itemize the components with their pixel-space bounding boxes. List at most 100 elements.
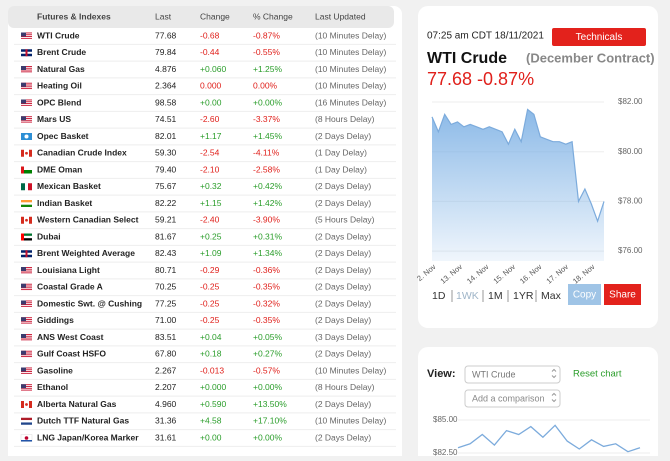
flag: [21, 82, 26, 87]
flag: [21, 283, 26, 288]
instrument-select-text[interactable]: WTI Crude: [472, 369, 516, 379]
row-last: 59.30: [155, 148, 177, 158]
row-name[interactable]: Gasoline: [37, 365, 73, 375]
row-name[interactable]: Indian Basket: [37, 198, 92, 208]
flag: [21, 235, 32, 239]
flag: [21, 84, 32, 86]
row-name[interactable]: Mexican Basket: [37, 181, 101, 191]
row-change-pct: -2.58%: [253, 164, 280, 174]
flag: [21, 417, 32, 421]
flag: [21, 440, 32, 442]
share-button[interactable]: [604, 284, 641, 305]
comparison-select-text[interactable]: Add a comparison: [472, 393, 545, 403]
row-name[interactable]: Gulf Coast HSFO: [37, 349, 106, 359]
flag: [21, 216, 24, 224]
flag: [21, 118, 32, 119]
range-button[interactable]: Max: [541, 290, 562, 302]
flag: [21, 32, 32, 40]
flag: [21, 149, 24, 157]
flag: [21, 322, 32, 324]
row-change: +0.060: [200, 64, 227, 74]
y-tick-label: $76.00: [618, 246, 643, 255]
flag: [21, 272, 32, 274]
row-name[interactable]: Coastal Grade A: [37, 282, 103, 292]
row-last: 2.267: [155, 365, 177, 375]
flag: [25, 218, 28, 222]
row-updated: (10 Minutes Delay): [315, 47, 387, 57]
copy-label[interactable]: Copy: [573, 290, 596, 301]
flag: [21, 304, 32, 305]
row-name[interactable]: Giddings: [37, 315, 74, 325]
row-name[interactable]: Ethanol: [37, 382, 68, 392]
price-line: [431, 108, 605, 224]
flag: [21, 66, 32, 73]
share-label[interactable]: Share: [609, 290, 636, 301]
row-name[interactable]: Opec Basket: [37, 131, 89, 141]
row-change-pct: -0.35%: [253, 315, 280, 325]
row-last: 31.61: [155, 432, 177, 442]
row-name[interactable]: Mars US: [37, 114, 71, 124]
flag: [21, 300, 32, 308]
row-name[interactable]: Brent Weighted Average: [37, 248, 135, 258]
row-change: -2.60: [200, 114, 220, 124]
flag: [21, 36, 32, 37]
row-updated: (10 Minutes Delay): [315, 81, 387, 91]
row-name[interactable]: OPC Blend: [37, 97, 81, 107]
row-change: -2.10: [200, 164, 220, 174]
instrument-select[interactable]: [464, 365, 561, 384]
row-change-pct: -4.11%: [253, 148, 280, 158]
range-button[interactable]: 1YR: [513, 290, 534, 302]
reset-chart-link[interactable]: Reset chart: [573, 369, 622, 380]
flag: [21, 350, 26, 355]
range-button[interactable]: 1M: [488, 290, 503, 302]
flag: [21, 350, 32, 352]
flag: [21, 386, 32, 387]
row-name[interactable]: Natural Gas: [37, 64, 85, 74]
range-button[interactable]: 1WK: [456, 290, 479, 302]
row-updated: (2 Days Delay): [315, 231, 371, 241]
technicals-button[interactable]: [552, 28, 646, 46]
row-name[interactable]: DME Oman: [37, 164, 82, 174]
column-header: Last: [155, 11, 172, 21]
row-name[interactable]: Dubai: [37, 231, 61, 241]
row-name[interactable]: Alberta Natural Gas: [37, 399, 117, 409]
flag: [21, 119, 32, 121]
price-area: [432, 109, 604, 261]
flag: [21, 337, 32, 339]
row-updated: (2 Days Delay): [315, 298, 371, 308]
row-change: +1.09: [200, 248, 222, 258]
row-name[interactable]: Domestic Swt. @ Cushing: [37, 298, 142, 308]
row-name[interactable]: Louisiana Light: [37, 265, 100, 275]
technicals-label[interactable]: Technicals: [576, 32, 623, 43]
row-last: 4.876: [155, 64, 177, 74]
flag: [21, 422, 32, 425]
view-label: View:: [427, 368, 456, 380]
quote-price: 77.68 -0.87%: [427, 69, 534, 89]
row-name[interactable]: LNG Japan/Korea Marker: [37, 432, 139, 442]
flag: [21, 183, 25, 191]
row-name[interactable]: Canadian Crude Index: [37, 148, 127, 158]
row-updated: (1 Day Delay): [315, 148, 367, 158]
flag: [21, 354, 32, 356]
row-name[interactable]: WTI Crude: [37, 30, 80, 40]
row-name[interactable]: Heating Oil: [37, 81, 82, 91]
row-name[interactable]: Dutch TTF Natural Gas: [37, 416, 129, 426]
flag: [21, 339, 32, 341]
row-last: 82.43: [155, 248, 177, 258]
flag: [21, 116, 32, 124]
row-change-pct: +13.50%: [253, 399, 287, 409]
range-button[interactable]: 1D: [432, 290, 446, 302]
row-name[interactable]: Brent Crude: [37, 47, 86, 57]
row-last: 79.40: [155, 164, 177, 174]
row-name[interactable]: Western Canadian Select: [37, 215, 139, 225]
row-name[interactable]: ANS West Coast: [37, 332, 104, 342]
flag: [21, 420, 32, 423]
comparison-select[interactable]: [464, 389, 561, 408]
copy-button[interactable]: [568, 284, 601, 305]
row-change-pct: +0.27%: [253, 349, 283, 359]
table-header: [8, 6, 394, 28]
row-change: +0.00: [200, 432, 222, 442]
flag: [21, 317, 26, 322]
flag: [21, 305, 32, 307]
flag: [21, 238, 32, 241]
